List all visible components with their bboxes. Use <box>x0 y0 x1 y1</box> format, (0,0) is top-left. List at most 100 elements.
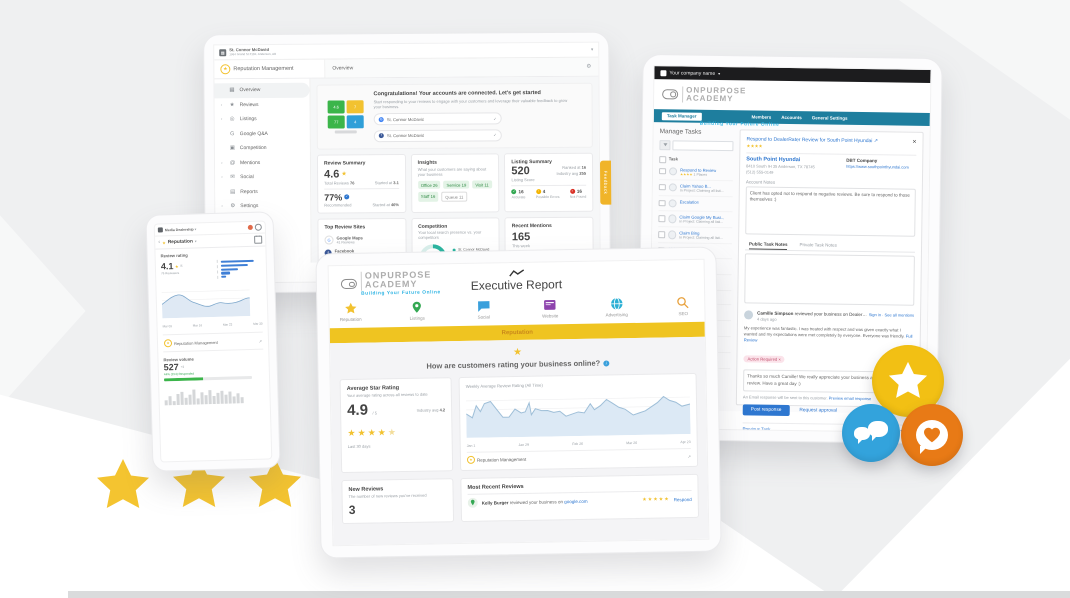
org-url-link[interactable]: https://www.southpointhyundai.com <box>846 163 909 170</box>
action-required-chip[interactable]: Action Required × <box>743 355 785 364</box>
task-row[interactable]: Claim Bing In Project: Claiming all list… <box>658 227 733 245</box>
select-all-checkbox[interactable] <box>659 156 666 163</box>
filter-icon[interactable] <box>659 140 671 151</box>
feedback-tab[interactable]: Feedback <box>599 160 612 205</box>
mentions-period: This week <box>511 243 530 249</box>
task-type-icon <box>668 166 678 176</box>
task-checkbox[interactable] <box>658 231 665 238</box>
post-response-button[interactable]: Post response <box>742 403 790 416</box>
module-title[interactable]: Reputation <box>167 239 193 245</box>
sidebar-item-competition[interactable]: ▣ Competition <box>215 141 310 156</box>
onboarding-title: Congratulations! Your accounts are conne… <box>373 90 541 98</box>
open-in-new-icon[interactable]: ↗ <box>873 138 879 145</box>
chevron-down-icon[interactable]: ▾ <box>590 46 594 52</box>
sidebar-item-overview[interactable]: ▦ Overview <box>214 82 310 98</box>
dealership-selector[interactable]: Media Dealership ▾ <box>164 226 197 232</box>
stat-label: Possible Errors <box>535 194 560 199</box>
rating-distribution-bars <box>216 258 262 280</box>
review-site-link[interactable]: google.com <box>564 498 588 504</box>
sidebar-item-google-qa[interactable]: G Google Q&A <box>215 126 310 141</box>
nav-social[interactable]: Social <box>462 299 505 320</box>
insight-chip[interactable]: Queue 11 <box>441 191 468 203</box>
onpurpose-logo-icon <box>662 89 679 100</box>
connected-account[interactable]: f St. Connor McDavid ✓ <box>373 129 502 143</box>
score-tile: 7 <box>346 100 364 114</box>
nav-reputation[interactable]: Reputation <box>329 302 372 323</box>
task-checkbox[interactable] <box>659 167 666 175</box>
rating-star-icon <box>97 459 149 508</box>
task-row[interactable]: Claim Google My Busi... In Project: Clai… <box>658 211 733 229</box>
task-column-header: Task <box>668 156 679 162</box>
card-footnote: Last 30 days <box>347 443 371 450</box>
task-checkbox[interactable] <box>658 215 665 222</box>
calendar-icon[interactable] <box>254 235 263 244</box>
profile-icon[interactable] <box>254 223 262 231</box>
task-title[interactable]: Escalation <box>679 198 700 205</box>
chevron-down-icon: ▾ <box>194 226 197 231</box>
connected-account[interactable]: G St. Connor McDavid ✓ <box>373 112 502 126</box>
nav-members[interactable]: Members <box>751 114 772 120</box>
insight-chip[interactable]: Service 19 <box>443 180 470 189</box>
sidebar-item-social[interactable]: › ✉ Social <box>215 170 310 185</box>
sidebar-item-reports[interactable]: ▤ Reports <box>215 184 310 199</box>
task-search-input[interactable] <box>672 140 734 152</box>
module-link-label[interactable]: Reputation Management <box>173 339 218 346</box>
gear-icon[interactable]: ⚙ <box>586 63 592 70</box>
task-row[interactable]: Escalation <box>658 195 733 213</box>
rank-value: 16 <box>581 164 587 170</box>
notification-icon[interactable] <box>247 224 253 230</box>
company-selector[interactable]: Your company name <box>669 69 716 77</box>
nav-website[interactable]: Website <box>529 298 572 319</box>
chevron-down-icon[interactable]: ▾ <box>718 70 721 77</box>
nav-label: Website <box>542 313 559 319</box>
close-icon[interactable]: × <box>912 138 917 146</box>
chat-badge-icon <box>842 404 900 462</box>
insight-chip[interactable]: Staff 16 <box>417 192 439 203</box>
app-brand: ★ Reputation Management <box>214 59 326 79</box>
logo-tagline: Building Your Future Online <box>361 290 441 297</box>
task-row[interactable]: Claim Yahoo B... In Project: Claiming al… <box>658 179 733 197</box>
previous-task-button[interactable]: Previous Task <box>742 425 771 432</box>
account-notes-box[interactable]: Client has opted not to respond to negat… <box>745 186 916 237</box>
nav-accounts[interactable]: Accounts <box>781 114 802 121</box>
nav-listings[interactable]: Listings <box>396 300 439 321</box>
pin-icon <box>412 301 422 313</box>
request-approval-button[interactable]: Request approval <box>799 407 838 414</box>
listing-summary-card: Listing Summary 520 Listing Score Ranked… <box>504 152 594 213</box>
nav-general-settings[interactable]: General Settings <box>811 115 848 121</box>
tab-public-task-notes[interactable]: Public Task Notes <box>748 241 788 251</box>
onpurpose-logo-icon <box>340 279 357 290</box>
logo-line2: ACADEMY <box>364 279 418 291</box>
sidebar-item-listings[interactable]: › ◎ Listings <box>215 112 310 127</box>
task-checkbox[interactable] <box>658 183 666 191</box>
account-name-link[interactable]: South Point Hyundai <box>746 156 801 164</box>
back-icon[interactable]: ‹ <box>158 239 161 246</box>
check-icon: ✓ <box>511 189 517 195</box>
nav-advertising[interactable]: Advertising <box>595 297 638 318</box>
globe-icon <box>610 297 623 310</box>
see-all-mentions-link[interactable]: See all mentions <box>884 312 915 318</box>
review-summary-card: Review Summary 4.6 ★ Total Reviews 76 Sta… <box>316 153 407 214</box>
insight-chip[interactable]: Office 26 <box>417 181 441 190</box>
nav-task-manager[interactable]: Task Manager <box>661 111 702 121</box>
started-label: Started at <box>374 179 393 186</box>
open-in-new-icon[interactable]: ↗ <box>687 453 692 459</box>
sign-in-link[interactable]: Sign in <box>868 312 881 318</box>
preview-email-link[interactable]: Preview email response <box>828 395 872 401</box>
module-link-label[interactable]: Reputation Management <box>476 456 527 463</box>
tab-overview[interactable]: Overview <box>332 65 354 72</box>
respond-link[interactable]: Respond <box>673 496 692 502</box>
sidebar-item-mentions[interactable]: › @ Mentions <box>215 155 310 170</box>
nav-seo[interactable]: SEO <box>662 296 705 317</box>
info-icon[interactable]: i <box>603 359 610 367</box>
chevron-down-icon[interactable]: ▾ <box>194 239 197 244</box>
task-checkbox[interactable] <box>658 199 666 207</box>
x-tick: Feb 26 <box>572 441 584 447</box>
task-row[interactable]: Respond to Review ★★★★ 1 Places <box>658 163 734 181</box>
task-notes-box[interactable] <box>744 253 915 306</box>
sidebar-item-reviews[interactable]: › ★ Reviews <box>215 97 310 112</box>
insight-chip[interactable]: Visit 11 <box>472 180 492 189</box>
open-in-new-icon[interactable]: ↗ <box>258 338 263 344</box>
warning-icon: ! <box>535 188 541 194</box>
tab-private-task-notes[interactable]: Private Task Notes <box>799 242 837 248</box>
